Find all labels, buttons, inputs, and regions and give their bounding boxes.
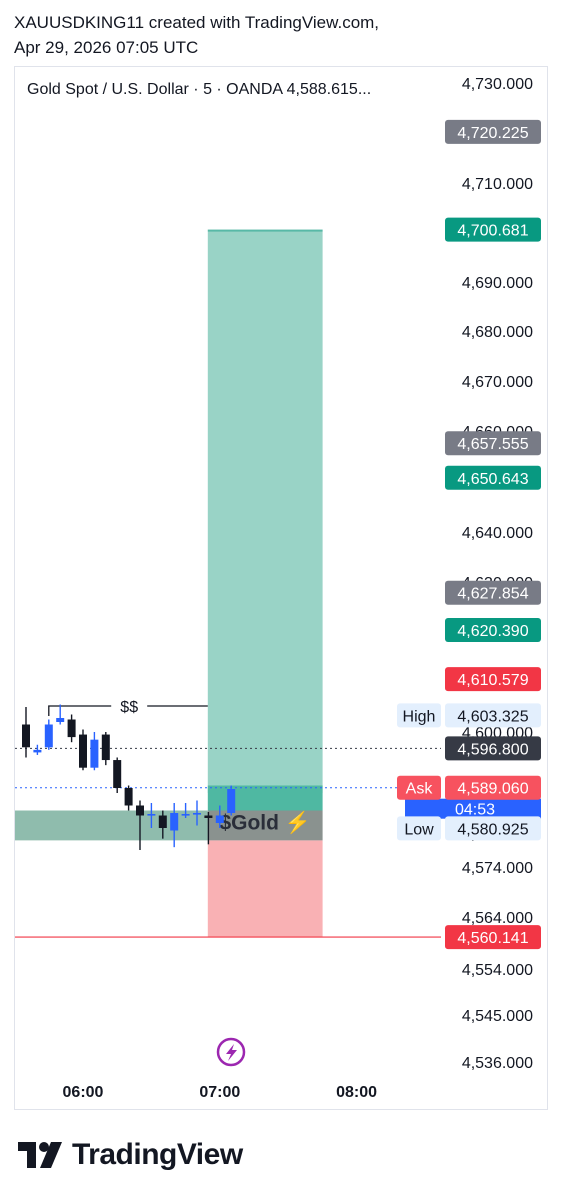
candle-body bbox=[181, 814, 190, 816]
tradingview-wordmark: TradingView bbox=[72, 1138, 243, 1171]
price-axis-tick: 4,710.000 bbox=[462, 176, 533, 193]
lightning-icon bbox=[216, 1037, 246, 1067]
price-label-text: 4,589.060 bbox=[457, 781, 528, 798]
tradingview-logo: TradingView bbox=[18, 1138, 243, 1172]
candle-body bbox=[158, 815, 167, 828]
countdown-badge bbox=[405, 798, 541, 819]
candle-body bbox=[56, 718, 65, 722]
candle-body bbox=[33, 749, 42, 753]
price-axis-tick: 4,564.000 bbox=[462, 910, 533, 927]
price-label-box bbox=[445, 618, 541, 643]
price-label-text: 4,700.681 bbox=[457, 223, 528, 240]
price-axis-tick: 4,640.000 bbox=[462, 525, 533, 542]
chart-title: Gold Spot / U.S. Dollar · 5 · OANDA 4,58… bbox=[27, 81, 371, 98]
price-chart[interactable]: $Gold ⚡ $$ Gold Spot / U.S. Dollar · 5 · O… bbox=[15, 67, 549, 1111]
price-tag-text: High bbox=[403, 708, 436, 725]
time-axis-tick: 08:00 bbox=[336, 1084, 377, 1101]
price-label-text: 4,603.325 bbox=[457, 708, 528, 725]
candle-body bbox=[101, 734, 110, 761]
price-label-text: 4,657.555 bbox=[457, 436, 528, 453]
position-current-band bbox=[207, 785, 323, 811]
time-axis-tick: 06:00 bbox=[63, 1084, 104, 1101]
price-label-box bbox=[445, 580, 541, 605]
price-label-text: 4,580.925 bbox=[457, 821, 528, 838]
liquidity-line-left bbox=[48, 705, 112, 716]
price-label-box bbox=[445, 703, 541, 728]
price-label-text: 4,650.643 bbox=[457, 471, 528, 488]
candle-body bbox=[215, 815, 224, 823]
price-axis-tick: 4,554.000 bbox=[462, 962, 533, 979]
support-zone-left bbox=[15, 810, 208, 841]
price-axis-tick: 4,680.000 bbox=[462, 324, 533, 341]
gold-annotation: $Gold ⚡ bbox=[219, 810, 311, 836]
liquidity-annotation: $$ bbox=[120, 699, 138, 716]
attribution-line-2: Apr 29, 2026 07:05 UTC bbox=[14, 38, 199, 57]
candle-body bbox=[170, 813, 179, 831]
price-label-text: 4,610.579 bbox=[457, 672, 528, 689]
countdown-text: 04:53 bbox=[455, 802, 495, 819]
candle-body bbox=[204, 815, 213, 818]
price-label-box bbox=[445, 465, 541, 490]
price-label-box bbox=[445, 736, 541, 761]
attribution-line-1: XAUUSDKING11 created with TradingView.co… bbox=[14, 13, 380, 32]
candle-body bbox=[124, 788, 133, 806]
candle-body bbox=[113, 760, 122, 788]
price-label-box bbox=[445, 816, 541, 841]
price-label-box bbox=[445, 217, 541, 242]
position-profit-zone bbox=[207, 229, 323, 794]
price-tag-box bbox=[397, 816, 441, 841]
lightning-icon-bolt bbox=[226, 1044, 237, 1061]
price-label-text: 4,720.225 bbox=[457, 125, 528, 142]
candle-body bbox=[147, 814, 156, 816]
price-axis-tick: 4,690.000 bbox=[462, 275, 533, 292]
position-loss-zone bbox=[207, 840, 323, 938]
price-axis-tick: 4,545.000 bbox=[462, 1008, 533, 1025]
price-axis-tick: 4,730.000 bbox=[462, 76, 533, 93]
price-tag-text: Low bbox=[404, 821, 434, 838]
price-label-box bbox=[445, 667, 541, 692]
tradingview-logo-icon bbox=[18, 1142, 62, 1168]
price-label-text: 4,560.141 bbox=[457, 930, 528, 947]
price-axis-tick: 4,536.000 bbox=[462, 1055, 533, 1072]
price-tag-text: Ask bbox=[406, 781, 434, 798]
chart-attribution: XAUUSDKING11 created with TradingView.co… bbox=[14, 10, 379, 60]
candle-body bbox=[67, 719, 76, 738]
price-label-text: 4,627.854 bbox=[457, 586, 528, 603]
price-label-box bbox=[445, 925, 541, 950]
plot-area: $Gold ⚡ $$ bbox=[15, 229, 441, 938]
price-tag-box bbox=[397, 775, 441, 800]
candle-body bbox=[193, 813, 201, 815]
price-label-text: 4,620.390 bbox=[457, 623, 528, 640]
price-label-text: 4,596.800 bbox=[457, 741, 528, 758]
price-axis-tick: 4,574.000 bbox=[462, 860, 533, 877]
price-label-box bbox=[445, 431, 541, 456]
candle-body bbox=[44, 724, 53, 748]
price-label-box bbox=[445, 119, 541, 144]
support-zone-over-position bbox=[207, 810, 323, 841]
position-target-edge bbox=[207, 229, 323, 232]
candle-body bbox=[227, 789, 236, 813]
time-axis-tick: 07:00 bbox=[199, 1084, 240, 1101]
candle-body bbox=[136, 805, 144, 816]
price-axis-tick: 4,670.000 bbox=[462, 374, 533, 391]
price-label-box bbox=[445, 775, 541, 800]
price-tag-box bbox=[397, 703, 441, 728]
candle-body bbox=[79, 734, 87, 768]
lightning-icon-ring bbox=[216, 1037, 246, 1067]
candle-body bbox=[22, 724, 30, 748]
candle-body bbox=[90, 739, 99, 768]
chart-frame[interactable]: $Gold ⚡ $$ Gold Spot / U.S. Dollar · 5 · O… bbox=[14, 66, 548, 1110]
